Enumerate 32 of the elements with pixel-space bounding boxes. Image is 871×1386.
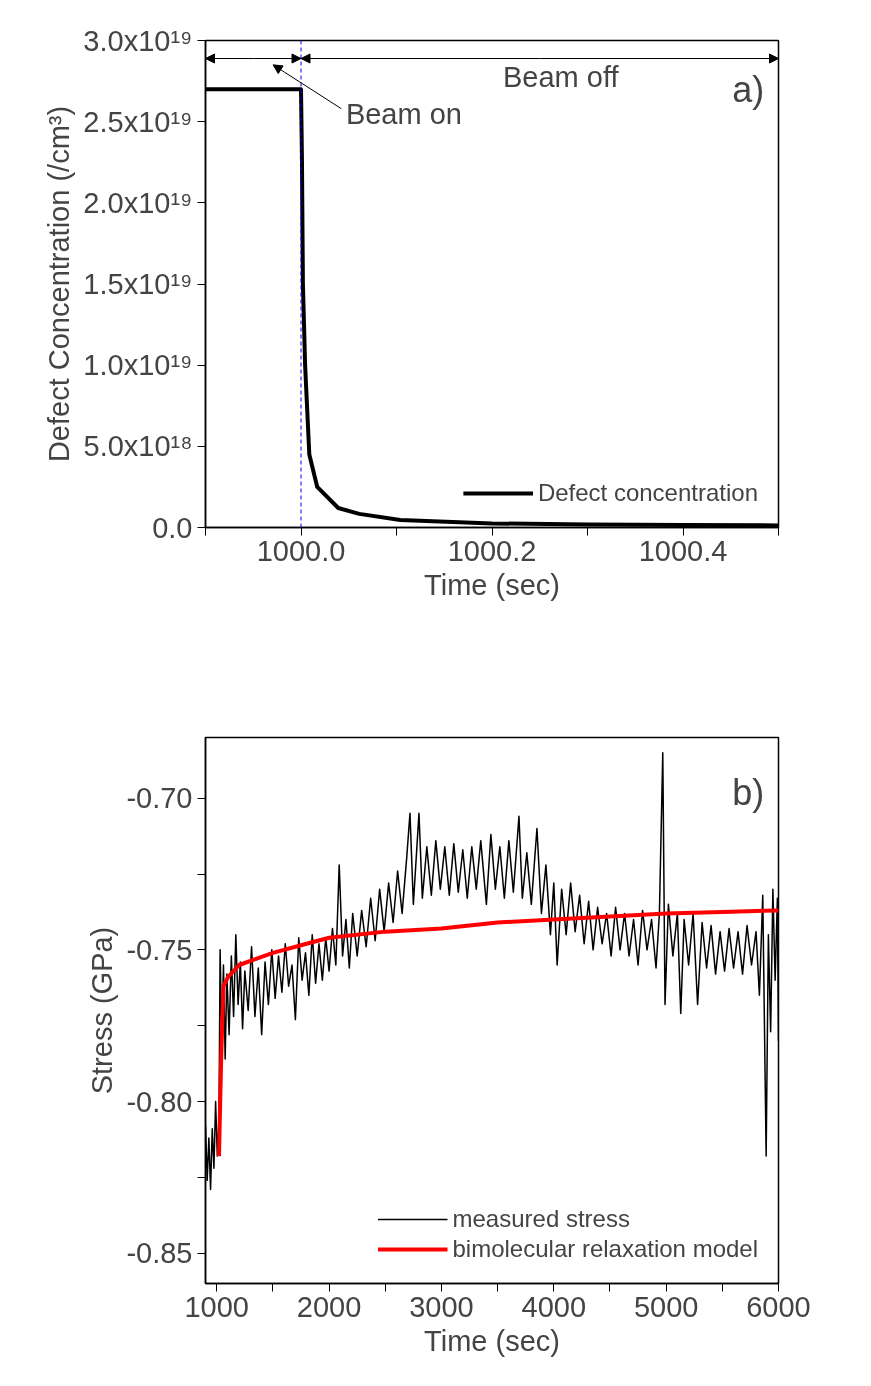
- annotation: Beam off: [502, 61, 620, 94]
- legend-label: measured stress: [452, 1205, 630, 1233]
- x-tick-label: 1000.2: [447, 534, 537, 567]
- legend-label: bimolecular relaxation model: [452, 1235, 758, 1263]
- y-tick-label: 5.0x10¹⁸: [83, 430, 193, 463]
- y-tick-label: -0.75: [126, 933, 193, 966]
- x-tick-label: 5000: [633, 1290, 699, 1323]
- legend-label: Defect concentration: [537, 479, 758, 507]
- y-axis-title: Stress (GPa): [86, 926, 119, 1095]
- x-tick-label: 3000: [409, 1290, 474, 1323]
- y-tick-label: 2.5x10¹⁹: [83, 105, 193, 138]
- y-tick-label: -0.70: [126, 782, 193, 815]
- y-tick-label: 3.0x10¹⁹: [83, 24, 193, 57]
- x-tick-label: 1000.0: [256, 534, 346, 567]
- x-tick-label: 6000: [746, 1290, 811, 1323]
- annotation: b): [732, 771, 765, 813]
- y-tick-label: 1.0x10¹⁹: [83, 349, 193, 382]
- x-tick-label: 1000.4: [638, 534, 728, 567]
- y-tick-label: 0.0: [152, 511, 193, 544]
- y-tick-label: 2.0x10¹⁹: [83, 186, 193, 219]
- x-tick-label: 4000: [521, 1290, 587, 1323]
- annotation: a): [732, 68, 765, 110]
- y-tick-label: -0.85: [126, 1237, 193, 1270]
- x-axis-title: Time (sec): [424, 1324, 560, 1357]
- annotation: Beam on: [345, 97, 462, 130]
- line-series: [216, 908, 779, 1159]
- x-tick-label: 1000: [184, 1290, 249, 1323]
- y-tick-label: -0.80: [126, 1085, 193, 1118]
- x-axis-title: Time (sec): [424, 568, 560, 601]
- x-tick-label: 2000: [296, 1290, 362, 1323]
- y-axis-title: Defect Concentration (/cm³): [43, 105, 76, 463]
- y-tick-label: 1.5x10¹⁹: [83, 268, 193, 300]
